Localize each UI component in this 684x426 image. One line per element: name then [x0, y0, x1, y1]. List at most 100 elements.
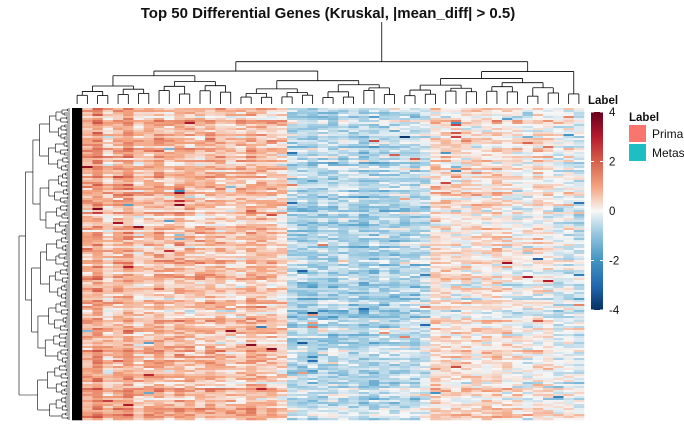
heatmap-cell [153, 286, 165, 289]
heatmap-cell [153, 152, 165, 155]
heatmap-cell [153, 198, 165, 201]
heatmap-cell [379, 236, 390, 239]
heatmap-cell [194, 210, 206, 213]
heatmap-cell [72, 184, 83, 187]
heatmap-cell [123, 314, 134, 317]
heatmap-cell [92, 154, 104, 157]
heatmap-cell [348, 302, 360, 305]
heatmap-cell [194, 222, 206, 225]
heatmap-cell [307, 228, 319, 231]
heatmap-cell [276, 362, 288, 365]
heatmap-cell [235, 216, 247, 219]
heatmap-cell [338, 188, 349, 191]
heatmap-cell [123, 156, 134, 159]
heatmap-cell [82, 128, 93, 131]
heatmap-cell [133, 416, 144, 419]
heatmap-cell [328, 294, 339, 297]
heatmap-cell [256, 178, 267, 181]
heatmap-cell [92, 224, 104, 227]
heatmap-cell [123, 274, 134, 277]
heatmap-cell [215, 158, 226, 161]
heatmap-cell [174, 362, 185, 365]
heatmap-cell [287, 168, 298, 171]
heatmap-cell [102, 210, 114, 213]
heatmap-cell [266, 362, 278, 365]
heatmap-cell [297, 222, 308, 225]
heatmap-cell [215, 126, 226, 129]
heatmap-cell [287, 242, 298, 245]
heatmap-cell [297, 370, 308, 373]
heatmap-cell [266, 152, 278, 155]
heatmap-cell [82, 280, 93, 283]
heatmap-cell [246, 214, 257, 217]
heatmap-cell [205, 392, 216, 395]
heatmap-cell [276, 138, 288, 141]
heatmap-cell [194, 328, 206, 331]
heatmap-cell [256, 290, 267, 293]
heatmap-cell [235, 132, 247, 135]
heatmap-cell [143, 398, 155, 401]
heatmap-cell [112, 128, 124, 131]
heatmap-cell [287, 388, 298, 391]
heatmap-cell [215, 110, 226, 113]
heatmap-cell [307, 280, 319, 283]
heatmap-cell [225, 388, 237, 391]
heatmap-cell [276, 376, 288, 379]
heatmap-cell [256, 358, 267, 361]
heatmap-cell [276, 178, 288, 181]
heatmap-cell [205, 314, 216, 317]
heatmap-cell [164, 398, 175, 401]
heatmap-cell [235, 122, 247, 125]
heatmap-cell [348, 136, 360, 139]
heatmap-cell [317, 326, 329, 329]
heatmap-cell [82, 298, 93, 301]
heatmap-cell [328, 354, 339, 357]
heatmap-cell [287, 222, 298, 225]
heatmap-cell [389, 334, 400, 337]
heatmap-cell [164, 194, 175, 197]
heatmap-cell [389, 196, 400, 199]
heatmap-cell [205, 418, 216, 421]
heatmap-cell [246, 228, 257, 231]
heatmap-cell [287, 352, 298, 355]
heatmap-cell [102, 202, 114, 205]
heatmap-cell [256, 382, 267, 385]
heatmap-cell [246, 280, 257, 283]
heatmap-cell [153, 340, 165, 343]
heatmap-cell [276, 302, 288, 305]
heatmap-cell [72, 396, 83, 399]
heatmap-cell [368, 120, 380, 123]
heatmap-cell [276, 122, 288, 125]
heatmap-cell [153, 154, 165, 157]
heatmap-cell [246, 182, 257, 185]
heatmap-cell [153, 316, 165, 319]
heatmap-cell [389, 384, 400, 387]
heatmap-cell [338, 184, 349, 187]
heatmap-cell [235, 338, 247, 341]
heatmap-cell [338, 144, 349, 147]
heatmap-cell [368, 134, 380, 137]
heatmap-cell [92, 372, 104, 375]
heatmap-cell [133, 144, 144, 147]
heatmap-cell [72, 288, 83, 291]
heatmap-cell [256, 386, 267, 389]
heatmap-cell [266, 154, 278, 157]
heatmap-cell [379, 328, 390, 331]
heatmap-cell [194, 184, 206, 187]
heatmap-cell [133, 194, 144, 197]
heatmap-cell [287, 386, 298, 389]
heatmap-cell [276, 244, 288, 247]
heatmap-cell [82, 406, 93, 409]
heatmap-cell [276, 320, 288, 323]
heatmap-cell [379, 366, 390, 369]
heatmap-cell [153, 276, 165, 279]
heatmap-cell [102, 144, 114, 147]
heatmap-cell [153, 178, 165, 181]
heatmap-cell [225, 130, 237, 133]
heatmap-cell [399, 110, 411, 113]
heatmap-cell [389, 224, 400, 227]
heatmap-cell [276, 124, 288, 127]
heatmap-cell [92, 162, 104, 165]
heatmap-cell [297, 154, 308, 157]
heatmap-cell [72, 158, 83, 161]
